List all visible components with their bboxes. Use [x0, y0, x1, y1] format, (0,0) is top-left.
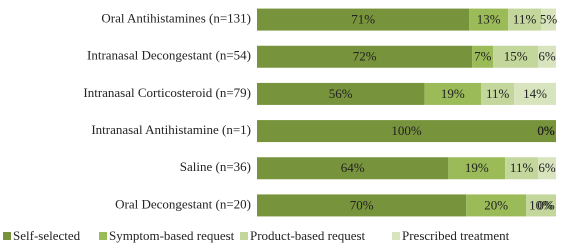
data-label: 56% — [329, 86, 353, 101]
y-tick-label: Oral Decongestant (n=20) — [115, 196, 251, 211]
bar-segment — [257, 8, 470, 31]
legend-marker — [240, 232, 248, 240]
data-label: 6% — [538, 160, 556, 175]
data-label: 13% — [477, 12, 501, 27]
data-label: 10% — [529, 197, 553, 212]
bar-segment — [448, 157, 506, 180]
bar-segment — [466, 194, 527, 217]
data-label: 71% — [351, 12, 375, 27]
legend-marker — [392, 232, 400, 240]
legend-marker — [99, 232, 107, 240]
data-label: 70% — [350, 197, 374, 212]
bar-segment — [469, 8, 509, 31]
data-label: 100% — [391, 123, 422, 138]
legend-label: Symptom-based request — [109, 228, 235, 243]
y-tick-label: Intranasal Antihistamine (n=1) — [91, 122, 251, 137]
data-label: 64% — [341, 160, 365, 175]
y-tick-label: Intranasal Decongestant (n=54) — [87, 48, 251, 63]
data-label: 19% — [465, 160, 489, 175]
data-label: 72% — [353, 49, 377, 64]
bar-segment — [257, 157, 449, 180]
bar-segment — [541, 8, 556, 31]
bar-segment — [424, 82, 482, 105]
data-label: 6% — [538, 49, 556, 64]
data-label: 20% — [484, 197, 508, 212]
data-label: 11% — [510, 160, 534, 175]
legend-label: Self-selected — [13, 228, 81, 243]
data-label: 19% — [441, 86, 465, 101]
data-label: 0% — [537, 123, 555, 138]
data-label: 11% — [513, 12, 537, 27]
bar-segment — [493, 45, 539, 68]
bar-segment — [505, 157, 539, 180]
data-label: 7% — [474, 49, 492, 64]
legend-label: Prescribed treatment — [402, 228, 510, 243]
bar-segment — [257, 120, 556, 143]
bar-segment — [257, 194, 467, 217]
bar-segment — [472, 45, 494, 68]
y-tick-label: Saline (n=36) — [180, 159, 251, 174]
bar-segment — [257, 82, 425, 105]
data-label: 11% — [486, 86, 510, 101]
bar-segment — [538, 157, 556, 180]
bar-segment — [514, 82, 556, 105]
data-label: 14% — [523, 86, 547, 101]
bar-segment — [526, 194, 556, 217]
data-label: 5% — [540, 12, 558, 27]
y-tick-label: Intranasal Corticosteroid (n=79) — [83, 85, 251, 100]
data-label: 0% — [537, 197, 555, 212]
bar-segment — [257, 45, 473, 68]
bar-segment — [508, 8, 542, 31]
data-label: 15% — [504, 49, 528, 64]
data-label: 0% — [537, 123, 555, 138]
bar-segment — [481, 82, 515, 105]
legend-marker — [3, 232, 11, 240]
bar-segment — [538, 45, 556, 68]
data-label: 0% — [537, 123, 555, 138]
legend-label: Product-based request — [250, 228, 366, 243]
y-tick-label: Oral Antihistamines (n=131) — [101, 11, 251, 26]
